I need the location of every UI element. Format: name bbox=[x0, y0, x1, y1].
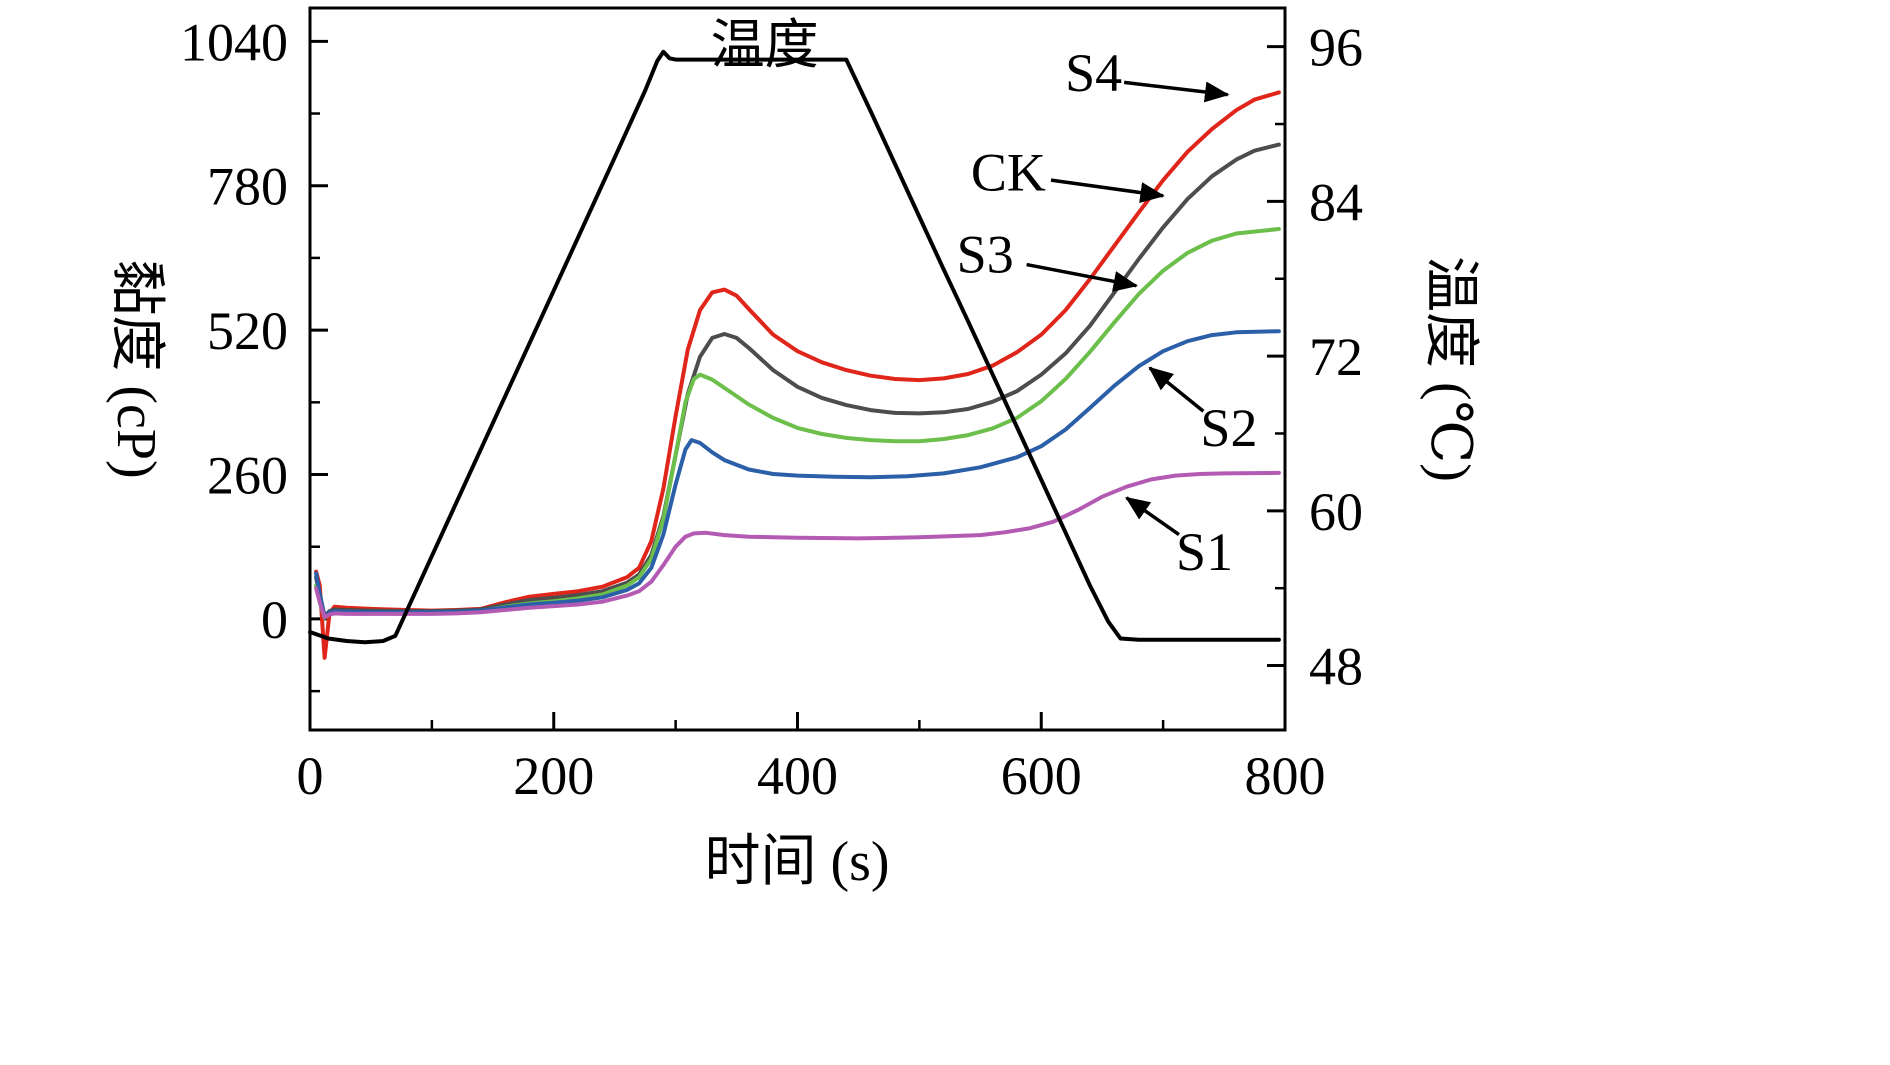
annotation-label-S3: S3 bbox=[957, 224, 1014, 284]
plot-frame bbox=[308, 6, 1287, 732]
annotation-arrow-S1 bbox=[1125, 496, 1180, 536]
right-y-tick-label: 60 bbox=[1309, 482, 1363, 542]
series-S1 bbox=[314, 470, 1281, 620]
annotation-arrow-S2 bbox=[1148, 366, 1205, 413]
annotation-label-S4: S4 bbox=[1065, 43, 1122, 103]
annotation-arrow-S4 bbox=[1123, 80, 1230, 103]
x-tick-label: 600 bbox=[1001, 746, 1082, 806]
left-y-tick-label: 0 bbox=[261, 590, 288, 650]
left-axis-title: 黏度 (cP) bbox=[105, 259, 167, 478]
axis-ticks: 0 200 400 600 800 0 260 520 780 1040 48 60 72 84 96 bbox=[180, 12, 1363, 806]
left-y-tick-label: 260 bbox=[207, 446, 288, 506]
right-y-tick-label: 48 bbox=[1309, 637, 1363, 697]
x-tick-label: 400 bbox=[757, 746, 838, 806]
series-lines bbox=[308, 49, 1281, 660]
right-y-tick-label: 72 bbox=[1309, 327, 1363, 387]
right-y-tick-label: 84 bbox=[1309, 172, 1363, 232]
left-y-tick-label: 520 bbox=[207, 301, 288, 361]
x-axis-title: 时间 (s) bbox=[704, 831, 889, 893]
annotation-arrow-S3 bbox=[1026, 262, 1139, 292]
plot-area: 0 200 400 600 800 0 260 520 780 1040 48 60 72 84 96 温度 S… bbox=[180, 6, 1363, 806]
x-tick-label: 200 bbox=[513, 746, 594, 806]
left-y-tick-label: 1040 bbox=[180, 12, 288, 72]
annotations: 温度 S4 CK S3 S2 S1 bbox=[711, 15, 1258, 582]
series-温度 bbox=[308, 49, 1281, 645]
x-tick-label: 800 bbox=[1245, 746, 1326, 806]
series-S4 bbox=[314, 90, 1281, 660]
annotation-label-CK: CK bbox=[971, 142, 1046, 202]
series-S2 bbox=[314, 329, 1281, 619]
annotation-label-S2: S2 bbox=[1200, 398, 1257, 458]
left-y-tick-label: 780 bbox=[207, 157, 288, 217]
annotation-label-S1: S1 bbox=[1176, 522, 1233, 582]
x-tick-label: 0 bbox=[297, 746, 324, 806]
right-y-tick-label: 96 bbox=[1309, 18, 1363, 78]
annotation-arrow-CK bbox=[1050, 178, 1165, 203]
right-axis-title: 温度 (℃) bbox=[1419, 256, 1481, 482]
annotation-label-温度: 温度 bbox=[711, 15, 819, 75]
series-S3 bbox=[314, 227, 1281, 620]
